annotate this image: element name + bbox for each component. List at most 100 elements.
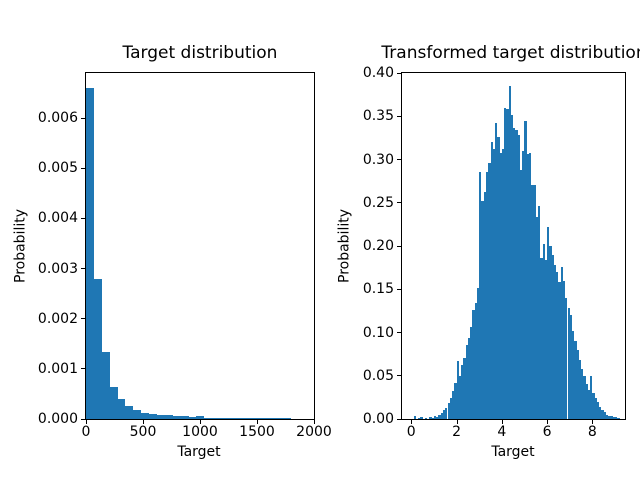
y-tick-mark	[81, 117, 85, 119]
histogram-bar	[560, 266, 563, 419]
histogram-bar	[454, 382, 457, 419]
histogram-bar	[519, 169, 523, 419]
histogram-bar	[501, 149, 505, 419]
histogram-bar	[576, 349, 579, 419]
histogram-bar	[615, 417, 618, 419]
histogram-bar	[510, 114, 514, 419]
y-tick-mark	[397, 332, 401, 333]
histogram-bar	[556, 271, 559, 419]
histogram-bar	[562, 280, 566, 419]
histogram-bar	[413, 416, 416, 419]
histogram-bar	[490, 142, 493, 419]
histogram-bar	[251, 418, 260, 419]
histogram-bar	[204, 417, 213, 419]
histogram-bar	[492, 149, 496, 419]
y-tick-mark	[397, 245, 401, 247]
y-tick-mark	[397, 202, 401, 204]
x-tick-label: 0	[81, 424, 91, 440]
histogram-bar	[531, 185, 534, 419]
right-plot-axes: 0 2 4 6 8 0.00 0.05 0.10 0.15 0.20 0.25 0.30 0.35 0.4…	[363, 66, 626, 439]
left-plot-xlabel: Target	[177, 444, 221, 460]
histogram-bar	[533, 185, 536, 419]
histogram-bar	[429, 417, 432, 419]
histogram-bar	[495, 123, 498, 419]
histogram-bar	[583, 375, 586, 419]
histogram-bar	[283, 418, 292, 419]
histogram-bar	[578, 360, 582, 419]
histogram-bar	[499, 152, 502, 419]
histogram-bar	[481, 201, 484, 419]
histogram-bar	[524, 121, 527, 419]
x-tick-label: 1000	[182, 424, 218, 440]
y-tick-mark	[397, 375, 401, 377]
x-tick-label: 0	[406, 424, 416, 440]
histogram-bar	[465, 344, 468, 419]
y-tick-label: 0.25	[362, 194, 394, 211]
histogram-bar	[553, 265, 557, 419]
histogram-bar	[472, 310, 475, 419]
y-tick-mark	[81, 418, 85, 420]
x-tick-mark	[200, 420, 201, 424]
histogram-bar	[504, 107, 507, 419]
histogram-bar	[601, 410, 604, 419]
y-tick-mark	[397, 288, 401, 290]
y-tick-label: 0.15	[362, 281, 394, 298]
y-tick-label: 0.006	[37, 110, 78, 127]
histogram-bar	[452, 391, 455, 419]
histogram-bar	[243, 418, 252, 419]
y-tick-mark	[81, 318, 85, 320]
histogram-bar	[608, 415, 611, 419]
y-tick-label: 0.10	[362, 324, 394, 341]
histogram-bar	[456, 361, 459, 419]
histogram-bar	[542, 244, 545, 419]
histogram-bar	[506, 109, 509, 419]
histogram-bar	[612, 417, 616, 419]
histogram-bar	[418, 418, 421, 419]
histogram-bar	[109, 387, 118, 419]
x-tick-mark	[86, 420, 87, 424]
histogram-bar	[581, 368, 584, 419]
histogram-bar	[467, 337, 471, 419]
y-tick-label: 0.002	[37, 310, 78, 327]
histogram-bar	[436, 417, 439, 419]
histogram-bar	[259, 418, 268, 419]
histogram-bar	[157, 414, 165, 419]
x-tick-label: 500	[129, 424, 157, 440]
histogram-bar	[447, 403, 450, 419]
histogram-bar	[164, 415, 173, 419]
histogram-bar	[212, 417, 221, 419]
histogram-bar	[141, 412, 150, 419]
histogram-bar	[574, 341, 577, 419]
histogram-bar	[133, 410, 142, 419]
y-tick-mark	[81, 268, 85, 270]
histogram-bar	[529, 152, 532, 419]
left-plot-title: Target distribution	[122, 43, 278, 63]
histogram-bar	[558, 282, 561, 419]
histogram-bar	[125, 406, 134, 419]
y-tick-label: 0.005	[37, 160, 78, 177]
histogram-bar	[275, 418, 284, 419]
histogram-bar	[424, 418, 428, 419]
y-tick-mark	[397, 418, 401, 420]
x-tick-label: 2000	[296, 424, 332, 440]
y-tick-label: 0.001	[37, 360, 78, 377]
y-tick-mark	[81, 167, 85, 169]
x-tick-mark	[456, 420, 458, 424]
y-tick-label: 0.000	[37, 411, 78, 427]
histogram-bar	[540, 258, 543, 419]
histogram-bar	[547, 226, 550, 419]
y-tick-label: 0.003	[37, 260, 78, 277]
histogram-bar	[572, 330, 575, 419]
histogram-bar	[433, 416, 437, 419]
y-tick-label: 0.05	[362, 367, 394, 384]
histogram-bar	[117, 398, 126, 419]
histogram-bar	[479, 172, 482, 419]
histogram-bar	[470, 327, 473, 419]
histogram-bar	[508, 85, 511, 419]
histogram-bar	[445, 407, 448, 419]
histogram-bar	[544, 259, 548, 419]
histogram-bar	[585, 384, 588, 419]
histogram-bar	[488, 162, 491, 419]
histogram-bar	[440, 412, 443, 419]
y-tick-mark	[81, 217, 85, 219]
